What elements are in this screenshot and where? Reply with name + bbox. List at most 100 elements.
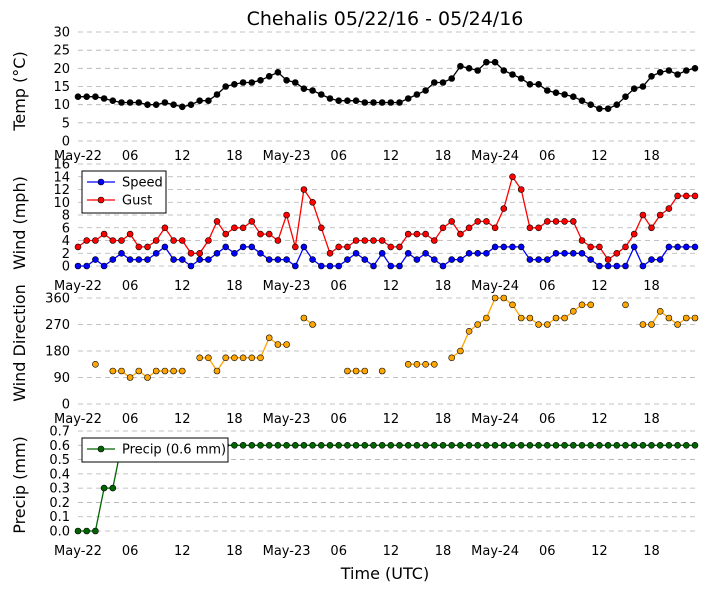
- data-point: [378, 237, 386, 244]
- data-point: [291, 79, 299, 86]
- data-point: [291, 243, 299, 251]
- data-point: [335, 441, 343, 449]
- data-point: [413, 360, 421, 368]
- data-point: [509, 243, 516, 251]
- data-point: [596, 441, 603, 449]
- data-point: [404, 95, 412, 102]
- data-point: [578, 301, 586, 309]
- data-point: [448, 441, 456, 449]
- data-point: [535, 224, 542, 232]
- data-point: [257, 250, 264, 257]
- data-point: [604, 256, 612, 263]
- data-point: [552, 89, 560, 96]
- data-point: [231, 441, 238, 449]
- data-point: [265, 334, 273, 342]
- data-point: [439, 262, 447, 270]
- data-point: [596, 105, 603, 112]
- y-tick-label: 2: [62, 247, 70, 262]
- legend-label: Speed: [122, 176, 163, 191]
- data-point: [622, 262, 629, 270]
- data-point: [126, 230, 134, 238]
- y-tick-label: 0.0: [49, 525, 70, 540]
- data-point: [656, 69, 664, 76]
- x-tick-label: 12: [591, 544, 608, 559]
- data-point: [517, 75, 525, 82]
- data-point: [543, 87, 551, 94]
- data-point: [352, 367, 360, 375]
- data-point: [274, 341, 282, 348]
- data-point: [144, 101, 151, 108]
- data-point: [179, 237, 186, 244]
- data-point: [691, 192, 699, 200]
- data-point: [439, 441, 447, 449]
- data-point: [187, 262, 195, 270]
- data-point: [656, 211, 664, 219]
- data-point: [92, 237, 99, 244]
- x-tick-label: 12: [591, 279, 608, 294]
- data-point: [569, 250, 577, 257]
- x-tick-label: 18: [435, 412, 452, 427]
- x-tick-label: 06: [122, 279, 139, 294]
- data-point: [265, 73, 273, 80]
- data-point: [526, 441, 534, 449]
- data-point: [543, 441, 551, 449]
- data-point: [100, 262, 108, 270]
- data-point: [274, 441, 282, 449]
- data-point: [422, 87, 429, 94]
- data-point: [474, 250, 482, 257]
- data-point: [300, 441, 308, 449]
- data-point: [552, 218, 560, 225]
- data-point: [213, 250, 221, 257]
- data-point: [335, 97, 343, 104]
- data-point: [257, 77, 264, 84]
- data-point: [422, 250, 429, 257]
- data-point: [457, 230, 464, 238]
- data-point: [248, 218, 256, 225]
- data-point: [526, 81, 534, 88]
- data-point: [239, 354, 247, 362]
- data-point: [457, 441, 464, 449]
- y-tick-label: 0.2: [49, 496, 70, 511]
- y-tick-label: 0.5: [49, 453, 70, 468]
- data-point: [665, 243, 673, 251]
- data-point: [83, 237, 90, 244]
- data-point: [665, 314, 673, 322]
- y-tick-label: 180: [45, 345, 70, 360]
- data-point: [448, 75, 456, 82]
- data-point: [300, 243, 308, 251]
- data-point: [491, 243, 499, 251]
- data-point: [335, 262, 343, 270]
- data-point: [491, 441, 499, 449]
- data-point: [613, 101, 621, 108]
- y-tick-label: 5: [62, 116, 70, 131]
- data-point: [344, 441, 351, 449]
- data-point: [665, 67, 673, 74]
- data-point: [656, 256, 664, 263]
- data-point: [300, 186, 308, 193]
- data-point: [613, 441, 621, 449]
- data-point: [604, 105, 612, 112]
- data-point: [135, 99, 143, 106]
- x-tick-label: 06: [539, 544, 556, 559]
- y-tick-label: 12: [53, 183, 70, 198]
- data-point: [430, 441, 438, 449]
- series-segment: [459, 331, 470, 352]
- data-point: [500, 441, 508, 449]
- data-point: [161, 224, 169, 232]
- data-point: [439, 224, 447, 232]
- data-point: [83, 262, 90, 270]
- data-point: [682, 67, 690, 74]
- data-point: [622, 301, 629, 309]
- data-point: [535, 81, 542, 88]
- x-tick-label: 12: [174, 544, 191, 559]
- data-point: [535, 321, 542, 328]
- data-point: [239, 224, 247, 232]
- data-point: [231, 81, 238, 88]
- data-point: [396, 441, 403, 449]
- y-tick-label: 0.6: [49, 439, 70, 454]
- data-point: [578, 237, 586, 244]
- data-point: [622, 93, 629, 100]
- panel-3: 0 90 180 270 360 May-22 06 12 18 May-23 06 12 18 May-…: [10, 284, 699, 427]
- data-point: [613, 250, 621, 257]
- data-point: [205, 237, 212, 244]
